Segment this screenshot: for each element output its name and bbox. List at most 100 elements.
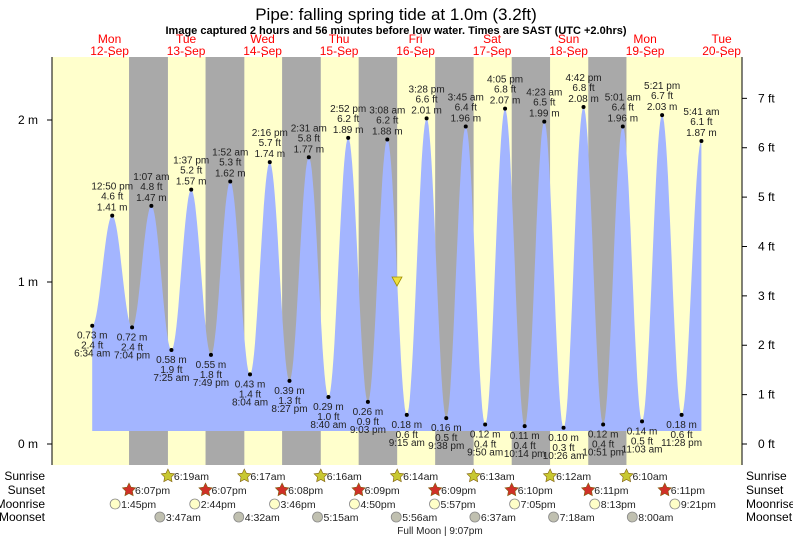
moonrise-event: 1:45pm <box>109 498 156 511</box>
sunset-event: 6:08pm <box>274 482 323 497</box>
tide-dot <box>90 323 95 328</box>
low-tide-point: 0.29 m1.0 ft8:40 am <box>310 395 346 431</box>
tide-time: 1:37 pm <box>173 156 209 167</box>
event-time: 4:32am <box>245 512 280 524</box>
moonrise-event: 2:44pm <box>189 498 236 511</box>
moonset-event: 3:47am <box>154 511 201 524</box>
event-time: 6:10pm <box>518 485 553 497</box>
tide-dot <box>601 422 606 427</box>
tide-time: 12:50 pm <box>91 182 133 193</box>
tide-height-ft: 0.6 ft <box>396 430 418 441</box>
sunrise-event: 6:13am <box>466 468 515 483</box>
tide-height-m: 0.73 m <box>77 331 108 342</box>
sunset-event: 6:07pm <box>198 482 247 497</box>
moonrise-row-label-left: Moonrise <box>0 497 45 511</box>
tide-dot <box>640 419 645 424</box>
event-time: 6:07pm <box>135 485 170 497</box>
tide-height-m: 0.55 m <box>196 360 227 371</box>
sunrise-event: 6:19am <box>160 468 209 483</box>
moonrise-event: 9:21pm <box>669 498 716 511</box>
event-time: 5:15am <box>324 512 359 524</box>
event-time: 2:44pm <box>201 499 236 511</box>
sunset-event: 6:09pm <box>351 482 400 497</box>
low-tide-point: 0.73 m2.4 ft6:34 am <box>74 323 110 360</box>
day-name-label: Mon <box>98 32 121 46</box>
tide-time: 9:03 pm <box>350 425 386 436</box>
moonrise-row-label-right: Moonrise <box>746 497 793 511</box>
tide-height-m: 0.12 m <box>588 430 619 441</box>
tide-dot <box>365 399 370 404</box>
current-tide-marker-icon <box>391 276 403 287</box>
moonrise-circle-icon <box>349 498 360 510</box>
tide-time: 7:25 am <box>153 373 189 384</box>
tide-dot <box>169 348 174 353</box>
tide-time: 5:41 am <box>683 107 719 118</box>
tide-height-ft: 1.3 ft <box>278 396 300 407</box>
tide-dot <box>699 139 704 144</box>
event-time: 4:50pm <box>360 499 395 511</box>
sun-star-icon <box>466 468 481 483</box>
day-name-label: Tue <box>176 32 197 46</box>
tide-time: 2:16 pm <box>252 128 288 139</box>
tide-time: 11:03 am <box>622 444 663 455</box>
high-tide-point: 3:28 pm6.6 ft2.01 m <box>409 84 445 121</box>
moon-phase-label: Full Moon | 9:07pm <box>397 526 482 537</box>
sunset-event: 6:07pm <box>121 482 170 497</box>
tide-height-ft: 5.7 ft <box>259 138 281 149</box>
moonset-row-label-right: Moonset <box>746 510 793 524</box>
day-date-label: 19-Sep <box>626 44 665 58</box>
tide-height-ft: 0.5 ft <box>631 436 653 447</box>
event-time: 6:37am <box>481 512 516 524</box>
tide-time: 9:38 pm <box>428 441 464 452</box>
event-time: 6:11pm <box>594 485 628 497</box>
tide-height-m: 0.16 m <box>431 423 462 434</box>
moonset-event: 8:00am <box>626 511 674 524</box>
tide-dot <box>463 124 468 129</box>
high-tide-point: 5:01 am6.4 ft1.96 m <box>605 92 641 129</box>
day-name-label: Wed <box>250 32 274 46</box>
day-date-label: 13-Sep <box>167 44 206 58</box>
day-name-label: Mon <box>633 32 656 46</box>
moonrise-event: 4:50pm <box>349 498 396 511</box>
moonset-circle-icon <box>626 511 638 523</box>
tide-time: 2:52 pm <box>330 104 366 115</box>
left-tick-label: 0 m <box>18 437 38 451</box>
tide-height-m: 0.39 m <box>274 386 305 397</box>
tide-height-m: 1.96 m <box>608 113 639 124</box>
right-tick-label: 3 ft <box>758 289 775 303</box>
tide-dot <box>248 372 253 377</box>
tide-dot <box>287 378 292 383</box>
high-tide-point: 2:16 pm5.7 ft1.74 m <box>252 128 288 165</box>
day-date-label: 12-Sep <box>90 44 129 58</box>
tide-dot <box>208 352 213 357</box>
astro-row-labels: Sunrise Sunset Moonrise Moonset Sunrise … <box>0 469 793 524</box>
sunset-star-icon <box>121 482 137 497</box>
day-name-label: Tue <box>711 32 732 46</box>
high-tide-point: 4:23 am6.5 ft1.99 m <box>526 88 562 124</box>
right-tick-label: 0 ft <box>758 437 775 451</box>
tide-height-m: 1.57 m <box>176 177 207 188</box>
sunset-event: 6:09pm <box>427 482 476 497</box>
tide-time: 3:28 pm <box>409 84 445 95</box>
moonset-row-label-left: Moonset <box>0 510 46 524</box>
sunset-star-icon <box>274 482 290 497</box>
tide-height-ft: 1.9 ft <box>160 365 182 376</box>
tide-dot <box>346 135 351 140</box>
tide-time: 4:23 am <box>526 88 562 99</box>
tide-dot <box>483 422 488 427</box>
tide-height-m: 0.11 m <box>510 431 540 442</box>
tide-height-ft: 1.0 ft <box>317 412 339 423</box>
tide-time: 10:51 pm <box>582 448 624 459</box>
tide-time: 11:28 pm <box>661 438 702 449</box>
tide-height-ft: 6.4 ft <box>455 102 477 113</box>
low-tide-point: 0.58 m1.9 ft7:25 am <box>153 348 190 384</box>
sunrise-event: 6:17am <box>237 468 286 483</box>
tide-dot <box>444 416 449 421</box>
tide-height-m: 0.58 m <box>156 355 187 366</box>
left-tick-label: 1 m <box>18 275 38 289</box>
tide-time: 2:31 am <box>291 123 327 134</box>
sunrise-event: 6:12am <box>542 468 591 483</box>
